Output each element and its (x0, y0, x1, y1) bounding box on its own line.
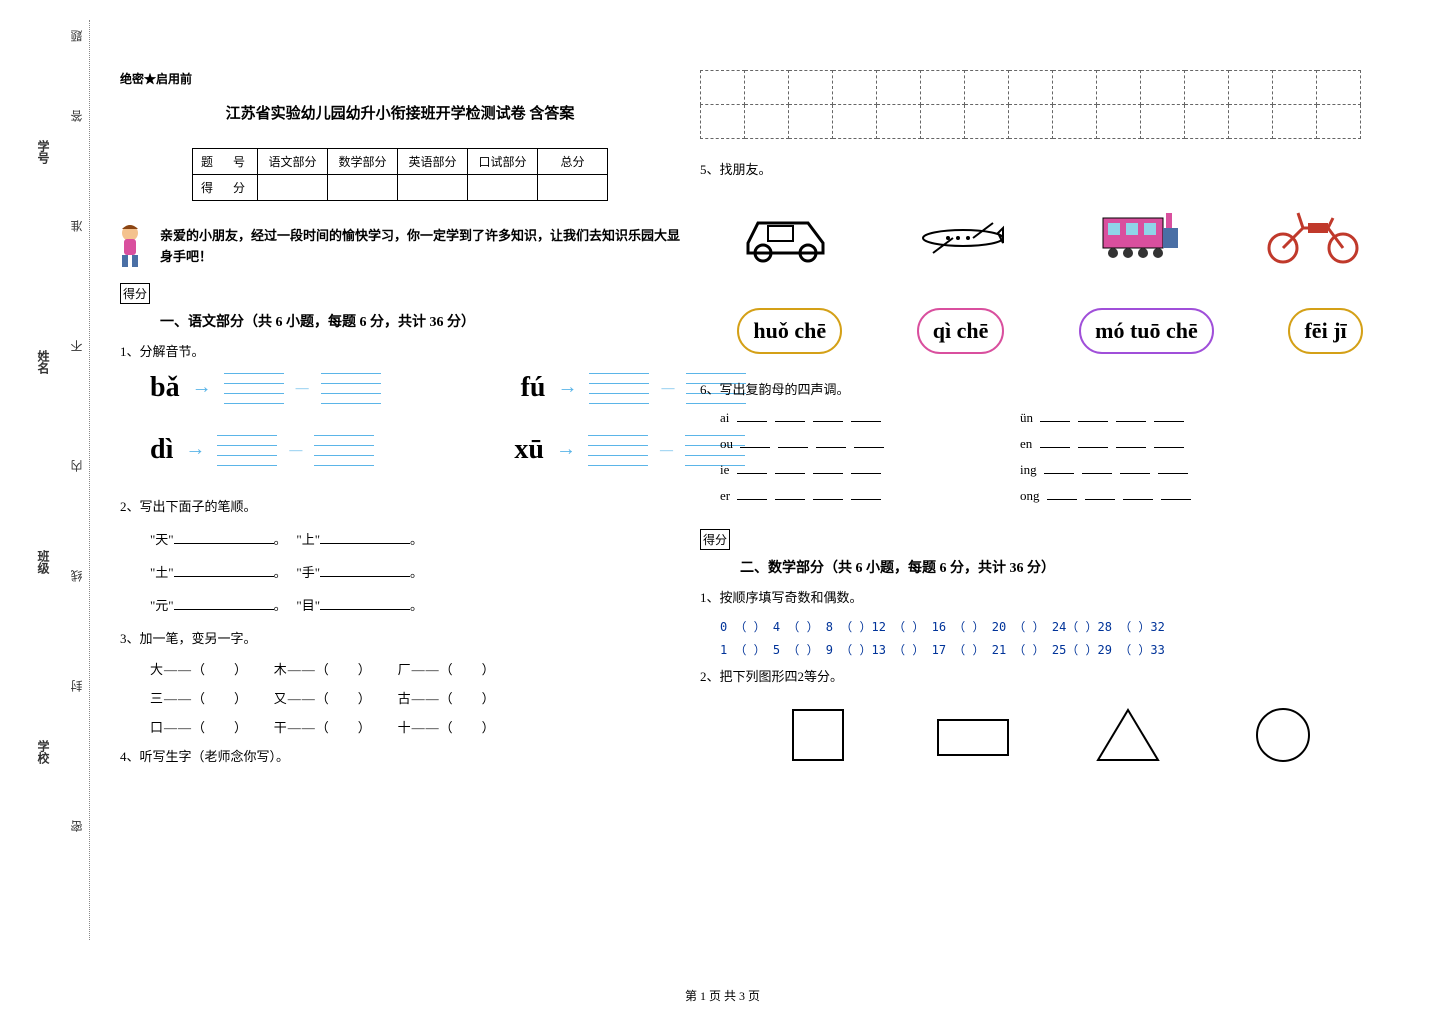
train-icon (1078, 198, 1198, 268)
stroke-row: "土"。 "手"。 (150, 562, 680, 581)
defen-box: 得分 (120, 283, 150, 304)
arrow-icon: → (185, 438, 205, 461)
section2-title: 二、数学部分（共 6 小题，每题 6 分，共计 36 分） (740, 557, 1400, 577)
child-icon (110, 221, 150, 271)
pinyin-block: dì → — (150, 434, 374, 466)
char: "目" (296, 598, 320, 613)
yunmu: ai (720, 410, 729, 425)
sidebar-label-xuexiao: 学校 (35, 740, 52, 764)
yunmu: ong (1020, 488, 1040, 503)
car-icon (728, 198, 848, 268)
bubble-qiche: qì chē (917, 308, 1005, 354)
char: "手" (296, 565, 320, 580)
dotted-7: 密 (68, 820, 85, 832)
binding-sidebar: 学号 姓名 班级 学校 题 答 准 不 内 线 封 密 (30, 20, 90, 940)
dotted-6: 封 (68, 680, 85, 692)
bubble-feiji: fēi jī (1288, 308, 1362, 354)
dotted-3: 不 (68, 340, 85, 352)
bubble-motuoche: mó tuō chē (1079, 308, 1214, 354)
triangle-shape (1088, 705, 1168, 765)
arrow-icon: → (192, 376, 212, 399)
th-4: 口试部分 (468, 149, 538, 175)
four-line-grid (314, 435, 374, 465)
char: "上" (296, 532, 320, 547)
arrow-icon: → (557, 376, 577, 399)
shapes-row (740, 705, 1360, 765)
yunmu: ie (720, 462, 729, 477)
mathq2-label: 2、把下列图形四2等分。 (700, 666, 1400, 685)
motorcycle-icon (1253, 198, 1373, 268)
dotted-4: 内 (68, 460, 85, 472)
num-seq-even: 0 （ ） 4 （ ） 8 （ ）12 （ ） 16 （ ） 20 （ ） 24… (720, 618, 1400, 635)
sidebar-label-xuehao: 学号 (35, 140, 52, 164)
four-line-grid (588, 435, 648, 465)
q5-label: 5、找朋友。 (700, 159, 1400, 178)
stroke-row: "天"。 "上"。 (150, 529, 680, 548)
char-row: 口——（ ） 干——（ ） 十——（ ） (150, 717, 680, 736)
left-column: 绝密★启用前 江苏省实验幼儿园幼升小衔接班开学检测试卷 含答案 题 号 语文部分… (120, 70, 680, 777)
syllable-ba: bǎ (150, 372, 180, 404)
q6-label: 6、写出复韵母的四声调。 (700, 379, 1400, 398)
th-3: 英语部分 (398, 149, 468, 175)
rectangle-shape (933, 705, 1013, 765)
q3-label: 3、加一笔，变另一字。 (120, 628, 680, 647)
syllable-xu: xū (514, 434, 544, 466)
dotted-0: 题 (68, 30, 85, 42)
dotted-5: 线 (68, 570, 85, 582)
stroke-row: "元"。 "目"。 (150, 595, 680, 614)
char-row: 三——（ ） 又——（ ） 古——（ ） (150, 688, 680, 707)
section1-title: 一、语文部分（共 6 小题，每题 6 分，共计 36 分） (160, 311, 680, 331)
vehicles-row (700, 198, 1400, 268)
yunmu: en (1020, 436, 1032, 451)
score-table: 题 号 语文部分 数学部分 英语部分 口试部分 总分 得 分 (192, 148, 608, 201)
four-line-grid (321, 373, 381, 403)
intro-text: 亲爱的小朋友，经过一段时间的愉快学习，你一定学到了许多知识，让我们去知识乐园大显… (120, 226, 680, 268)
yunmu: ün (1020, 410, 1033, 425)
yunmu: ou (720, 436, 733, 451)
char-row: 大——（ ） 木——（ ） 厂——（ ） (150, 659, 680, 678)
th-2: 数学部分 (328, 149, 398, 175)
th-5: 总分 (538, 149, 608, 175)
page-footer: 第 1 页 共 3 页 (0, 987, 1445, 1004)
bubble-huoche: huǒ chē (737, 308, 842, 354)
writing-grid (700, 70, 1361, 139)
num-seq-odd: 1 （ ） 5 （ ） 9 （ ）13 （ ） 17 （ ） 21 （ ） 25… (720, 641, 1400, 658)
sidebar-label-xingming: 姓名 (35, 350, 52, 374)
syllable-di: dì (150, 434, 173, 466)
arrow-icon: → (556, 438, 576, 461)
circle-shape (1243, 705, 1323, 765)
page-title: 江苏省实验幼儿园幼升小衔接班开学检测试卷 含答案 (120, 102, 680, 123)
airplane-icon (903, 198, 1023, 268)
row2-label: 得 分 (192, 175, 257, 201)
bubble-row: huǒ chē qì chē mó tuō chē fēi jī (700, 308, 1400, 354)
table-row: 题 号 语文部分 数学部分 英语部分 口试部分 总分 (192, 149, 607, 175)
th-1: 语文部分 (258, 149, 328, 175)
table-row: 得 分 (192, 175, 607, 201)
four-line-grid (224, 373, 284, 403)
char: "天" (150, 532, 174, 547)
defen-box: 得分 (700, 529, 730, 550)
secret-label: 绝密★启用前 (120, 70, 680, 87)
sidebar-label-banji: 班级 (35, 550, 52, 574)
q4-label: 4、听写生字（老师念你写）。 (120, 746, 680, 765)
square-shape (778, 705, 858, 765)
th-0: 题 号 (192, 149, 257, 175)
dotted-2: 准 (68, 220, 85, 232)
four-line-grid (217, 435, 277, 465)
yunmu: ing (1020, 462, 1037, 477)
pinyin-block: bǎ → — (150, 372, 381, 404)
mathq1-label: 1、按顺序填写奇数和偶数。 (700, 587, 1400, 606)
q1-label: 1、分解音节。 (120, 341, 680, 360)
yunmu: er (720, 488, 730, 503)
q2-label: 2、写出下面子的笔顺。 (120, 496, 680, 515)
syllable-fu: fú (521, 372, 546, 404)
dotted-1: 答 (68, 110, 85, 122)
char: "元" (150, 598, 174, 613)
right-column: 5、找朋友。 huǒ chē qì chē mó tuō chē fēi jī … (700, 70, 1400, 765)
char: "土" (150, 565, 174, 580)
four-line-grid (589, 373, 649, 403)
